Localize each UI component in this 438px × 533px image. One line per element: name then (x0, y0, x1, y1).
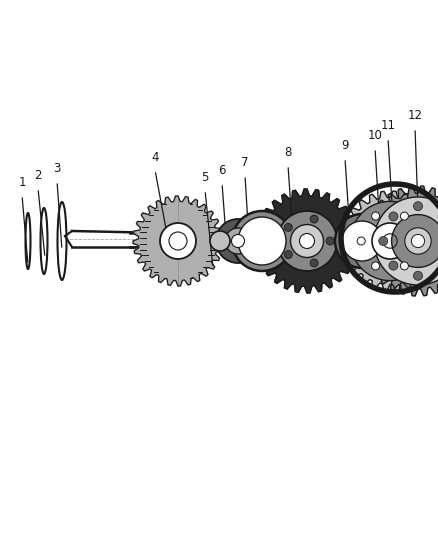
Circle shape (310, 259, 318, 267)
Text: 8: 8 (284, 146, 292, 159)
Circle shape (413, 201, 423, 211)
Text: 5: 5 (201, 171, 208, 184)
Circle shape (277, 211, 337, 271)
Circle shape (389, 212, 398, 221)
Circle shape (413, 271, 423, 280)
Circle shape (350, 201, 430, 280)
Text: 9: 9 (341, 139, 349, 152)
Text: 10: 10 (367, 129, 382, 142)
Text: 7: 7 (241, 156, 249, 169)
Circle shape (357, 237, 365, 245)
Polygon shape (363, 186, 438, 296)
Text: 6: 6 (218, 164, 226, 177)
Text: 11: 11 (381, 119, 396, 132)
Polygon shape (133, 196, 223, 286)
Circle shape (290, 224, 324, 257)
Circle shape (232, 211, 292, 271)
Circle shape (225, 228, 251, 254)
Text: 3: 3 (53, 162, 61, 175)
Circle shape (335, 214, 389, 268)
Circle shape (310, 215, 318, 223)
Circle shape (210, 231, 230, 251)
Text: 2: 2 (34, 169, 42, 182)
Circle shape (392, 215, 438, 268)
Circle shape (326, 237, 334, 245)
Circle shape (400, 262, 408, 270)
Circle shape (379, 237, 388, 246)
Polygon shape (340, 191, 438, 291)
Text: 1: 1 (18, 176, 26, 189)
Circle shape (372, 223, 408, 259)
Circle shape (405, 228, 431, 254)
Circle shape (342, 221, 382, 261)
Circle shape (284, 251, 292, 259)
Circle shape (284, 223, 292, 231)
Circle shape (232, 235, 244, 247)
Circle shape (238, 217, 286, 265)
Circle shape (415, 237, 423, 245)
Circle shape (300, 233, 314, 248)
Circle shape (411, 235, 424, 248)
Circle shape (371, 262, 380, 270)
Text: 12: 12 (407, 109, 423, 122)
Text: 4: 4 (151, 151, 159, 164)
Circle shape (371, 212, 380, 220)
Circle shape (216, 219, 260, 263)
Circle shape (400, 212, 408, 220)
Circle shape (389, 261, 398, 270)
Polygon shape (255, 189, 359, 293)
Circle shape (374, 197, 438, 285)
Circle shape (160, 223, 196, 259)
